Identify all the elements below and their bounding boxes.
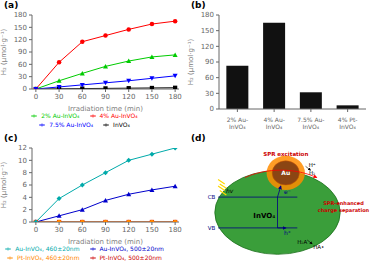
svg-text:180: 180 [168, 93, 181, 101]
html-text:Pt-InVO₄, 460±20nm: Pt-InVO₄, 460±20nm [17, 254, 80, 261]
svg-text:0: 0 [23, 218, 27, 226]
svg-text:60: 60 [205, 74, 214, 82]
html-text:2% Au-InVO₄: 2% Au-InVO₄ [41, 112, 80, 119]
svg-text:H₂: H₂ [309, 170, 315, 176]
svg-text:30: 30 [205, 90, 214, 98]
svg-text:e⁻: e⁻ [284, 188, 291, 195]
svg-text:SPR excitation: SPR excitation [263, 151, 308, 157]
svg-text:30: 30 [55, 226, 64, 234]
svg-text:8: 8 [23, 169, 27, 177]
svg-text:180: 180 [201, 11, 214, 19]
svg-text:150: 150 [14, 24, 27, 32]
svg-text:0: 0 [34, 226, 38, 234]
svg-text:12: 12 [18, 144, 27, 152]
html-text:Pt-InVO₄, 500±20nm: Pt-InVO₄, 500±20nm [99, 254, 162, 261]
svg-text:60: 60 [78, 93, 87, 101]
html-text:7.5% Au-InVO₄: 7.5% Au-InVO₄ [49, 121, 94, 128]
svg-text:H₂A: H₂A [297, 239, 307, 245]
svg-text:6: 6 [23, 181, 28, 189]
svg-text:120: 120 [122, 93, 135, 101]
html-text:(a): (a) [4, 0, 19, 10]
svg-text:60: 60 [18, 61, 27, 69]
svg-text:150: 150 [145, 93, 158, 101]
svg-text:CB: CB [208, 194, 216, 200]
svg-text:0: 0 [210, 105, 214, 113]
html-text:(c): (c) [4, 133, 18, 143]
svg-text:120: 120 [201, 43, 214, 51]
svg-text:2: 2 [23, 206, 27, 214]
svg-text:180: 180 [168, 226, 181, 234]
svg-text:30: 30 [55, 93, 64, 101]
html-text:Au-InVO₄, 500±20nm: Au-InVO₄, 500±20nm [99, 245, 164, 252]
svg-text:Au: Au [281, 169, 290, 176]
html-text:(d): (d) [191, 133, 206, 143]
svg-text:180: 180 [14, 11, 27, 19]
svg-text:H₂ (μmol·g⁻¹): H₂ (μmol·g⁻¹) [187, 39, 195, 86]
svg-text:H⁺: H⁺ [309, 162, 316, 168]
svg-text:90: 90 [101, 93, 110, 101]
svg-text:2% Au-InVO₄: 2% Au-InVO₄ [227, 116, 249, 130]
svg-text:VB: VB [208, 225, 216, 231]
html-text:(b): (b) [191, 0, 206, 10]
svg-text:InVO₄: InVO₄ [253, 212, 275, 220]
svg-text:4% Pt-InVO₄: 4% Pt-InVO₄ [338, 116, 358, 130]
svg-text:10: 10 [18, 157, 27, 165]
svg-text:hv: hv [226, 187, 234, 194]
svg-text:Irradiation time (min): Irradiation time (min) [68, 238, 143, 246]
svg-text:90: 90 [101, 226, 110, 234]
svg-text:4% Au-InVO₄: 4% Au-InVO₄ [263, 116, 285, 130]
svg-text:0: 0 [34, 93, 38, 101]
svg-text:150: 150 [145, 226, 158, 234]
svg-text:0: 0 [23, 85, 27, 93]
svg-text:60: 60 [78, 226, 87, 234]
svg-text:90: 90 [205, 58, 214, 66]
svg-text:120: 120 [14, 36, 27, 44]
html-text:Au-InVO₄, 460±20nm: Au-InVO₄, 460±20nm [15, 245, 80, 252]
svg-text:7.5% Au-InVO₄: 7.5% Au-InVO₄ [297, 116, 324, 130]
svg-text:H₂ (μmol·g⁻¹): H₂ (μmol·g⁻¹) [8, 162, 9, 209]
svg-text:Irradiation time (min): Irradiation time (min) [68, 105, 143, 113]
svg-text:HA•: HA• [313, 244, 324, 250]
html-text:InVO₄: InVO₄ [113, 121, 130, 128]
svg-text:H₂ (μmol·g⁻¹): H₂ (μmol·g⁻¹) [8, 29, 9, 76]
svg-text:150: 150 [201, 27, 214, 35]
svg-text:SPR-enhancedcharge separation: SPR-enhancedcharge separation [318, 200, 366, 214]
svg-text:90: 90 [18, 48, 27, 56]
svg-text:120: 120 [122, 226, 135, 234]
html-text:4% Au-InVO₄: 4% Au-InVO₄ [99, 112, 138, 119]
svg-text:h⁺: h⁺ [284, 229, 291, 236]
svg-text:4: 4 [23, 194, 28, 202]
svg-text:30: 30 [18, 73, 27, 81]
